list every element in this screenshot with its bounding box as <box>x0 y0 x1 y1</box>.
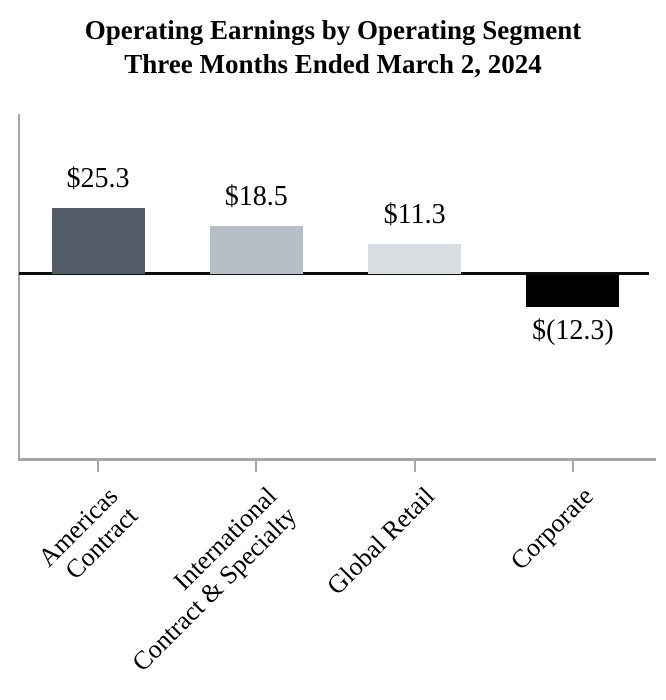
x-tick-label-line: Corporate <box>504 481 599 576</box>
chart-title: Operating Earnings by Operating Segment … <box>0 13 666 81</box>
x-axis-tick <box>413 460 416 472</box>
value-label-global-retail: $11.3 <box>383 199 446 231</box>
x-axis-tick <box>97 460 99 472</box>
value-label-corporate: $(12.3) <box>532 315 614 347</box>
x-tick-label-corporate: Corporate <box>504 481 599 576</box>
chart-title-line1: Operating Earnings by Operating Segment <box>84 15 582 45</box>
bar-global-retail <box>368 244 462 274</box>
x-tick-label-americas-contract: Americas Contract <box>33 481 144 592</box>
zero-baseline <box>19 272 649 275</box>
x-axis-tick <box>571 460 574 472</box>
x-axis-tick <box>255 460 258 472</box>
x-axis-line <box>18 458 656 461</box>
bar-corporate <box>526 275 620 308</box>
bar-americas-contract <box>51 207 145 274</box>
value-label-international-contract-specialty: $18.5 <box>224 180 288 212</box>
x-tick-label-international-contract-specialty: International Contract & Specialty <box>107 481 302 677</box>
x-tick-label-line: International <box>167 481 283 596</box>
y-axis-line <box>18 114 20 461</box>
x-tick-label-line: Global Retail <box>321 481 441 601</box>
bar-international-contract-specialty <box>209 225 303 274</box>
value-label-americas-contract: $25.3 <box>66 162 130 194</box>
chart-title-line2: Three Months Ended March 2, 2024 <box>124 49 542 79</box>
x-tick-label-global-retail: Global Retail <box>321 481 441 601</box>
